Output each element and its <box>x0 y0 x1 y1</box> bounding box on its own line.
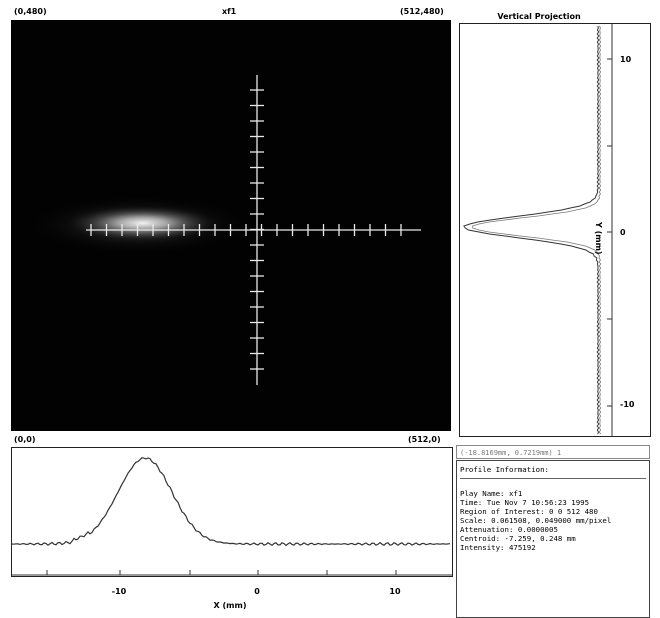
horizontal-projection-plot <box>11 447 453 577</box>
x-tick-minus10: -10 <box>111 587 127 596</box>
x-tick-0: 0 <box>254 587 260 596</box>
info-line-centroid: Centroid: -7.259, 0.248 mm <box>460 534 576 543</box>
vertical-projection-svg <box>463 24 613 436</box>
profile-info-panel: Profile Information: Play Name: xf1 Time… <box>456 460 650 618</box>
vertical-projection-title: Vertical Projection <box>497 12 581 21</box>
vertical-projection-trace <box>472 25 602 435</box>
info-line-time: Time: Tue Nov 7 10:56:23 1995 <box>460 498 590 507</box>
y-tick-10: 10 <box>620 55 632 64</box>
beam-spot-halo <box>24 195 254 255</box>
corner-bottom-right-coords: (512,0) <box>408 435 441 444</box>
corner-top-right-coords: (512,480) <box>400 7 444 16</box>
horizontal-projection-trace <box>11 457 451 547</box>
x-axis-label: X (mm) <box>213 601 247 610</box>
corner-bottom-left-coords: (0,0) <box>14 435 36 444</box>
horizontal-projection-svg <box>11 457 452 576</box>
crosshair <box>86 75 421 385</box>
info-line-roi: Region of Interest: 0 0 512 480 <box>460 507 598 516</box>
profile-info-header: Profile Information: <box>460 465 646 479</box>
beam-image-view[interactable] <box>11 20 451 431</box>
info-line-scale: Scale: 0.061508, 0.049000 mm/pixel <box>460 516 612 525</box>
info-line-intensity: Intensity: 475192 <box>460 543 536 552</box>
vertical-projection-plot <box>459 23 651 437</box>
beam-image <box>24 75 421 385</box>
y-axis-label: Y (mm) <box>594 222 603 255</box>
x-tick-10: 10 <box>389 587 401 596</box>
info-line-play-name: Play Name: xf1 <box>460 489 523 498</box>
y-tick-minus10: -10 <box>620 400 635 409</box>
info-line-attenuation: Attenuation: 0.0000005 <box>460 525 558 534</box>
y-tick-0: 0 <box>620 228 626 237</box>
coordinate-readout-field[interactable]: (-18.8169mm, 0.7219mm) 1 <box>456 445 650 459</box>
vertical-projection-trace <box>463 25 600 435</box>
image-title: xf1 <box>222 7 237 16</box>
corner-top-left-coords: (0,480) <box>14 7 47 16</box>
